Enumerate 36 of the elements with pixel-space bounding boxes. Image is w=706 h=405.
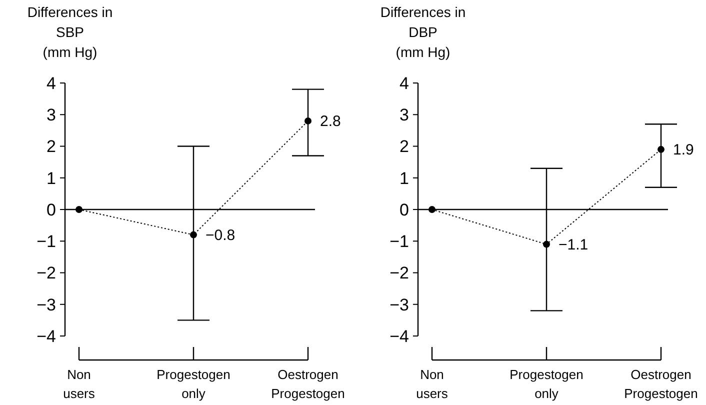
y-tick-label: −4 [390,326,409,346]
y-axis-title: Differences in DBP (mm Hg) [380,4,466,60]
point [658,146,664,153]
point [76,206,82,213]
y-tick-label: 3 [400,106,409,125]
y-tick-label: 1 [46,168,56,188]
y-tick-label: 2 [46,137,56,156]
y-tick-label: −2 [390,264,409,283]
y-tick-label: 1 [400,168,409,188]
y-tick-label: −2 [36,264,56,283]
point [428,206,436,213]
data-label: 1.9 [673,141,694,158]
data-label: −1.1 [558,236,588,254]
data-label: 2.8 [320,112,341,130]
x-tick-label: Oestrogen Progestogen [624,367,698,401]
y-tick-label: 0 [400,200,409,220]
y-tick-label: −4 [36,326,56,346]
y-tick-label: 2 [400,137,409,156]
y-tick-label: 0 [46,200,56,220]
x-tick-label: Progestogen only [510,367,584,401]
x-tick-label: Progestogen only [156,367,230,401]
data-label: −0.8 [206,226,236,244]
x-tick-label: Non users [416,367,448,401]
point [190,231,197,238]
y-tick-label: 3 [46,106,56,125]
y-tick-label: 4 [46,74,56,93]
point [304,117,312,124]
x-tick-label: Oestrogen Progestogen [271,367,345,401]
y-tick-label: −3 [390,295,409,314]
y-tick-label: −3 [36,295,56,314]
point [543,240,550,248]
y-tick-label: −1 [36,232,56,252]
y-tick-label: −1 [390,232,409,252]
x-tick-label: Non users [63,367,96,401]
y-tick-label: 4 [400,74,409,93]
y-axis-title: Differences in SBP (mm Hg) [27,4,113,60]
